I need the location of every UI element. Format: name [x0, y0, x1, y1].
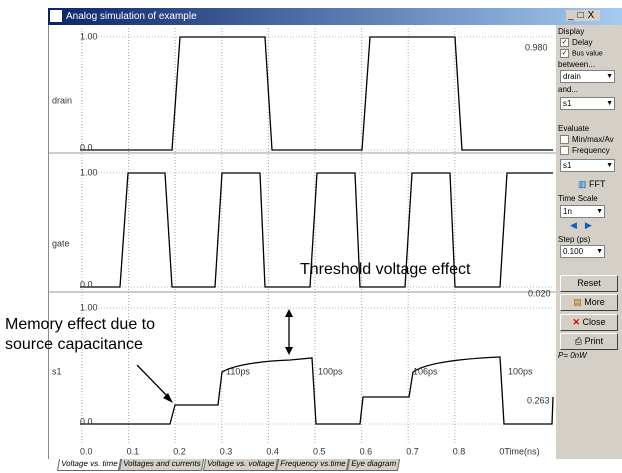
- plot-area: [48, 25, 558, 459]
- checkbox[interactable]: Frequency: [560, 146, 610, 156]
- y-min-label: 0.0: [80, 416, 93, 426]
- select[interactable]: s1: [560, 97, 615, 110]
- y-min-label: 0.0: [80, 279, 93, 289]
- y-min-label: 0.0: [80, 142, 93, 152]
- button[interactable]: ▥ FFT: [578, 179, 606, 189]
- button[interactable]: ⎙ Print: [560, 333, 618, 350]
- cursor-value: 0.020: [528, 288, 551, 298]
- y-max-label: 1.00: [80, 31, 98, 41]
- label: and...: [558, 85, 579, 94]
- scale-arrows[interactable]: ◀▶: [570, 220, 600, 230]
- annotation: Memory effect due to: [5, 316, 155, 333]
- gate-trace: [80, 172, 553, 288]
- button[interactable]: ▤ More: [560, 294, 618, 311]
- time-tick-label: 0.5: [313, 446, 326, 456]
- signal-name: drain: [52, 95, 72, 105]
- y-max-label: 1.00: [80, 302, 98, 312]
- select[interactable]: 1n: [560, 205, 605, 218]
- group-label: Evaluate: [558, 124, 590, 133]
- button[interactable]: ✕ Close: [560, 314, 618, 331]
- tab[interactable]: Frequency vs.time: [275, 459, 350, 471]
- time-tick-label: 0.8: [453, 446, 466, 456]
- s1-trace: [80, 356, 554, 425]
- window-controls[interactable]: _□X: [566, 10, 601, 21]
- title-bar: Analog simulation of example _□X: [48, 8, 622, 25]
- delay-label: 100ps: [508, 366, 533, 376]
- signal-name: s1: [52, 366, 62, 376]
- cursor-value: 0.980: [525, 42, 548, 52]
- label: between...: [558, 60, 595, 69]
- signal-name: gate: [52, 238, 70, 248]
- time-tick-label: 0.7: [406, 446, 419, 456]
- tab[interactable]: Voltage vs. time: [56, 459, 122, 471]
- button[interactable]: Reset: [560, 275, 618, 292]
- time-tick-label: 0.4: [266, 446, 279, 456]
- select[interactable]: drain: [560, 70, 615, 83]
- annotation: Threshold voltage effect: [300, 261, 471, 278]
- group-label: Time Scale: [558, 194, 598, 203]
- time-tick-label: 0.1: [127, 446, 140, 456]
- group-label: Step (ps): [558, 235, 591, 244]
- label: Min/max/Av: [572, 135, 614, 144]
- time-tick-label: 0.2: [173, 446, 186, 456]
- drain-trace: [80, 36, 553, 151]
- checkbox[interactable]: Min/max/Av: [560, 135, 614, 145]
- arrow-head: [285, 309, 293, 317]
- label: Bus value: [572, 50, 603, 58]
- arrow-head: [163, 393, 173, 403]
- app-icon: [50, 10, 62, 22]
- tab[interactable]: Voltage vs. voltage: [202, 459, 279, 471]
- window-title: Analog simulation of example: [66, 11, 197, 22]
- group-label: Display: [558, 27, 585, 36]
- annotation-arrow: [136, 364, 171, 400]
- annotation: source capacitance: [5, 336, 143, 353]
- checkbox[interactable]: ✓ Bus value: [560, 49, 603, 58]
- delay-label: 100ps: [318, 366, 343, 376]
- label: Print: [584, 336, 604, 346]
- delay-label: 110ps: [226, 366, 250, 376]
- power-readout: P= 0nW: [558, 351, 587, 360]
- arrow-head: [285, 347, 293, 355]
- label: FFT: [589, 179, 606, 189]
- tab[interactable]: Voltages and currents: [119, 459, 205, 471]
- tab-bar: Voltage vs. time Voltages and currents Vol…: [56, 459, 401, 471]
- delay-label: 106ps: [413, 366, 438, 376]
- checkbox[interactable]: ✓ Delay: [560, 38, 593, 48]
- time-tick-label: 0.0: [80, 446, 93, 456]
- time-tick-label: 0.6: [360, 446, 373, 456]
- label: More: [584, 297, 605, 307]
- y-max-label: 1.00: [80, 167, 98, 177]
- time-tick-label: 0.3: [220, 446, 233, 456]
- input[interactable]: 0.100: [560, 245, 605, 258]
- select[interactable]: s1: [560, 159, 615, 172]
- tab[interactable]: Eye diagram: [347, 459, 401, 471]
- label: Close: [582, 317, 606, 327]
- time-axis-label: 0Time(ns): [499, 446, 539, 456]
- grid: [81, 28, 553, 445]
- label: Frequency: [572, 146, 610, 155]
- label: Delay: [572, 38, 593, 47]
- cursor-value: 0.263: [527, 395, 550, 405]
